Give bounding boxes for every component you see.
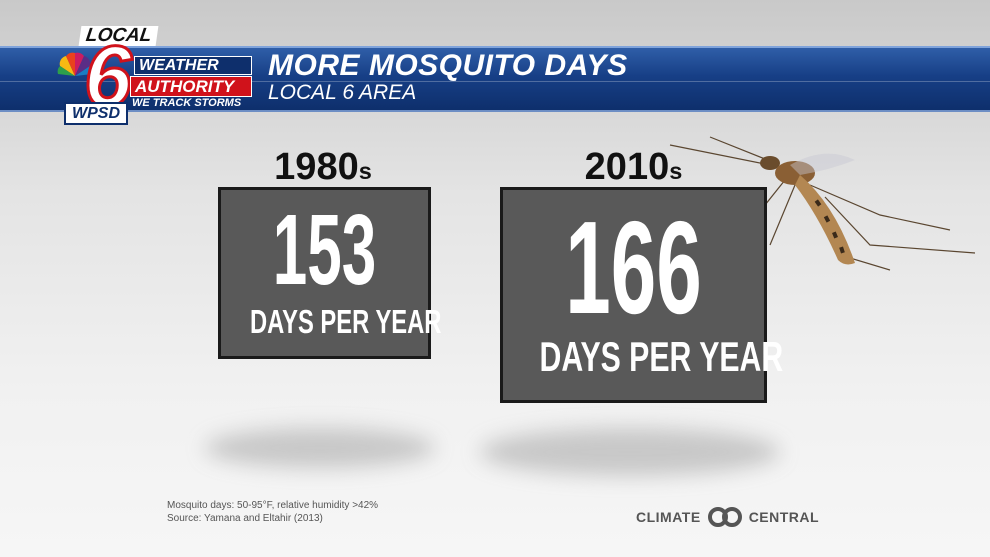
mosquito-icon bbox=[669, 136, 976, 271]
logo-wpsd: WPSD bbox=[64, 102, 128, 125]
decade-label-2010s: 2010s bbox=[500, 146, 767, 192]
box-shadow bbox=[205, 428, 435, 468]
stat-box-1980s: 153 DAYS PER YEAR bbox=[218, 187, 442, 359]
banner-divider bbox=[0, 81, 990, 82]
decade-suffix: s bbox=[669, 158, 683, 184]
footnote-source: Source: Yamana and Eltahir (2013) bbox=[167, 512, 323, 524]
box-shadow bbox=[480, 428, 780, 476]
decade-label-1980s: 1980s bbox=[218, 146, 428, 192]
decade-year: 1980 bbox=[274, 146, 359, 188]
decade-year: 2010 bbox=[584, 146, 670, 188]
footnote: Mosquito days: 50-95°F, relative humidit… bbox=[167, 500, 378, 525]
brand-left: CLIMATE bbox=[636, 509, 701, 525]
stat-unit: DAYS PER YEAR bbox=[249, 303, 442, 340]
peacock-icon bbox=[57, 52, 93, 76]
brand-right: CENTRAL bbox=[748, 509, 820, 525]
climate-central-logo: CLIMATE CENTRAL bbox=[636, 507, 819, 527]
page-title: MORE MOSQUITO DAYS bbox=[268, 49, 628, 82]
logo-authority: AUTHORITY bbox=[130, 76, 252, 97]
logo-tagline: WE TRACK STORMS bbox=[132, 97, 242, 109]
stat-value: 166 bbox=[565, 194, 702, 341]
stat-value: 153 bbox=[272, 194, 377, 306]
page-subtitle: LOCAL 6 AREA bbox=[268, 81, 417, 104]
footnote-definition: Mosquito days: 50-95°F, relative humidit… bbox=[167, 500, 379, 511]
logo-weather: WEATHER bbox=[134, 56, 252, 75]
decade-suffix: s bbox=[358, 158, 372, 184]
rings-icon bbox=[707, 507, 742, 527]
station-logo: LOCAL 6 WPSD WEATHER AUTHORITY WE TRACK … bbox=[54, 25, 254, 125]
stat-unit: DAYS PER YEAR bbox=[539, 333, 784, 380]
stat-box-2010s: 166 DAYS PER YEAR bbox=[500, 187, 784, 403]
